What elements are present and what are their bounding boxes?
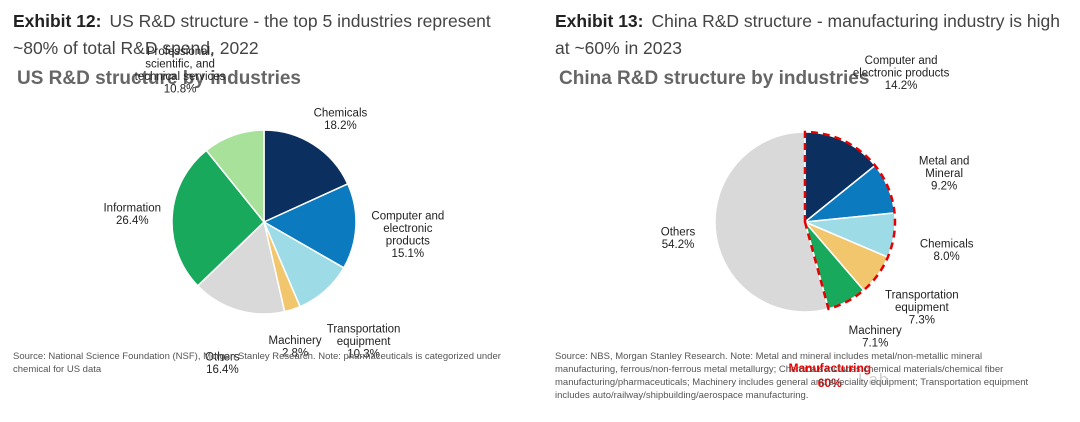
us-slice-professional-scientific-and-technical-services-label: Professional, scientific, and technical se…	[135, 46, 226, 96]
us-slice-computer-and-electronic-products	[262, 182, 357, 269]
cn-slice-chemicals-label: Chemicals 8.0%	[920, 238, 974, 263]
cn-slice-metal-and-mineral-label: Metal and Mineral 9.2%	[919, 156, 970, 193]
us-exhibit-panel: Exhibit 12: US R&D structure - the top 5 …	[13, 0, 533, 422]
us-slice-machinery-label: Machinery 2.8%	[269, 335, 322, 360]
us-slice-information	[171, 149, 266, 287]
cn-slice-computer-and-electronic-products	[804, 131, 877, 224]
cn-slice-machinery-label: Machinery 7.1%	[849, 325, 902, 350]
china-exhibit-heading: Exhibit 13: China R&D structure - manufac…	[555, 8, 1065, 62]
us-exhibit-title: US R&D structure - the top 5 industries …	[13, 11, 491, 58]
watermark: Lab	[858, 370, 890, 389]
cn-manufacturing-highlight-label: Manufacturing 60%	[788, 361, 871, 390]
cn-slice-computer-and-electronic-products-label: Computer and electronic products 14.2%	[853, 55, 950, 92]
cn-slice-others-label: Others 54.2%	[661, 226, 696, 251]
us-slice-information-label: Information 26.4%	[103, 202, 161, 227]
us-exhibit-heading: Exhibit 12: US R&D structure - the top 5 …	[13, 8, 523, 62]
china-exhibit-title: China R&D structure - manufacturing indu…	[555, 11, 1061, 58]
us-slice-chemicals-label: Chemicals 18.2%	[314, 108, 368, 133]
china-chart-title: China R&D structure by industries	[559, 68, 870, 89]
china-pie-chart: Computer and electronic products 14.2% Meta…	[661, 55, 974, 390]
us-slice-professional-scientific-and-technical-services	[205, 129, 265, 225]
us-slice-others	[196, 220, 286, 315]
us-slice-chemicals	[263, 129, 349, 224]
us-exhibit-label: Exhibit 12:	[13, 11, 102, 31]
china-exhibit-panel: Exhibit 13: China R&D structure - manufac…	[555, 0, 1075, 422]
us-slice-computer-and-electronic-products-label: Computer and electronic products 15.1%	[371, 210, 444, 260]
us-source-note: Source: National Science Foundation (NSF…	[13, 351, 501, 375]
cn-manufacturing-highlight-outline	[803, 130, 897, 311]
china-source-note: Source: NBS, Morgan Stanley Research. No…	[555, 351, 1029, 401]
cn-slice-transportation-equipment-label: Transportation equipment 7.3%	[885, 289, 959, 326]
us-chart-title: US R&D structure by industries	[17, 68, 301, 89]
china-exhibit-label: Exhibit 13:	[555, 11, 644, 31]
us-slice-transportation-equipment-label: Transportation equipment 10.3%	[327, 323, 401, 360]
us-slice-others-label: Others 16.4%	[205, 351, 240, 376]
cn-slice-others	[714, 131, 830, 313]
us-pie-chart: Chemicals 18.2% Computer and electronic prod…	[103, 46, 444, 376]
